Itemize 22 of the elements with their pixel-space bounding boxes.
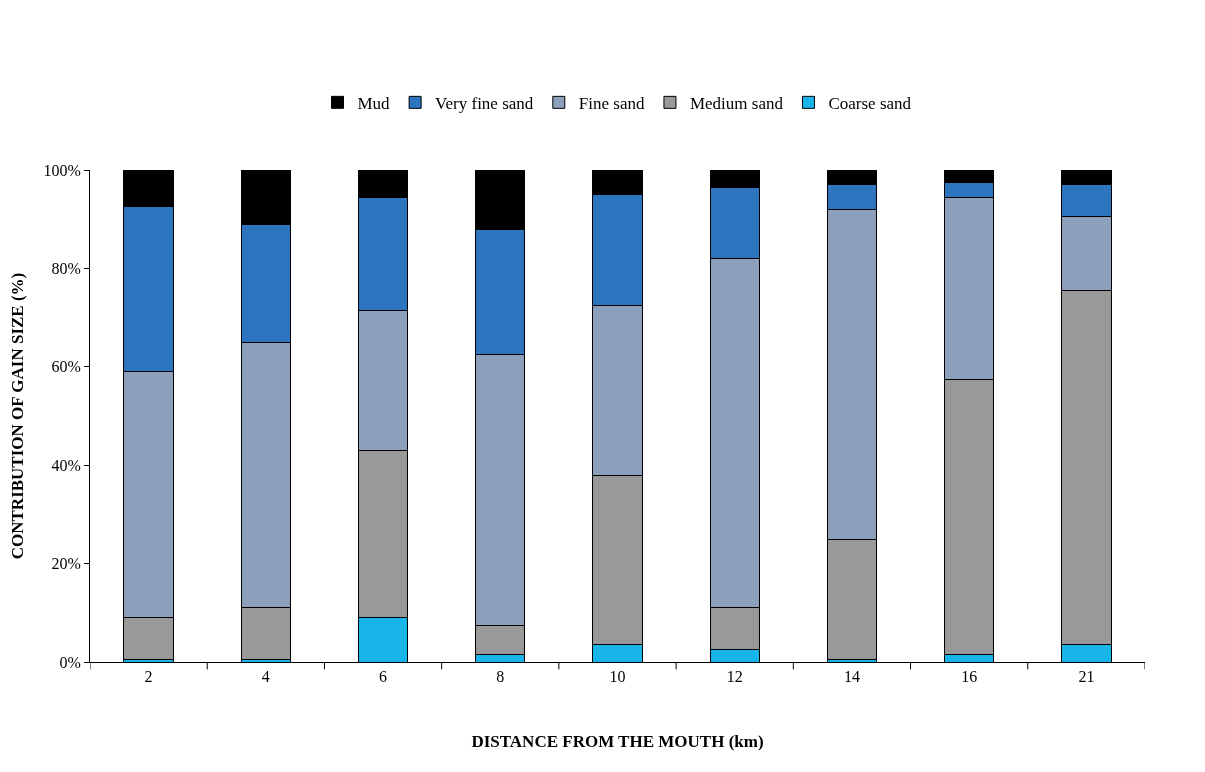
x-tick-label: 16 <box>961 668 978 686</box>
x-tick-label: 6 <box>379 668 388 686</box>
legend-label: Coarse sand <box>828 93 912 113</box>
x-tick-label: 4 <box>261 668 270 686</box>
x-tick-label: 2 <box>144 668 153 686</box>
x-tick-label: 12 <box>726 668 743 686</box>
x-axis-title: DISTANCE FROM THE MOUTH (km) <box>471 731 764 751</box>
legend-label: Medium sand <box>689 93 784 113</box>
x-tick-label: 8 <box>496 668 505 686</box>
legend-label: Fine sand <box>578 93 645 113</box>
y-tick-label: 100% <box>43 161 81 179</box>
legend-label: Very fine sand <box>435 93 534 113</box>
y-tick-label: 40% <box>51 456 81 474</box>
y-axis-title: CONTRIBUTION OF GAIN SIZE (%) <box>8 272 28 560</box>
x-tick-label: 21 <box>1078 668 1095 686</box>
x-tick-label: 10 <box>609 668 626 686</box>
y-tick-label: 60% <box>51 358 81 376</box>
y-tick-label: 20% <box>51 555 81 573</box>
legend-label: Mud <box>357 93 391 113</box>
y-tick-label: 0% <box>59 653 81 671</box>
y-tick-label: 80% <box>51 260 81 277</box>
x-tick-label: 14 <box>843 668 860 686</box>
